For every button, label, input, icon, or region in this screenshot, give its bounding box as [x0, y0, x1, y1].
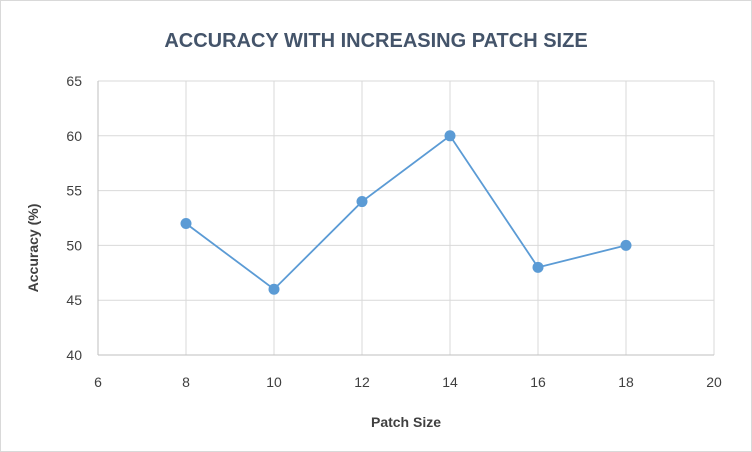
y-tick-label: 60 — [66, 128, 82, 144]
data-series — [180, 130, 632, 295]
y-tick-label: 55 — [66, 183, 82, 199]
data-point — [444, 130, 456, 142]
x-tick-label: 12 — [354, 374, 370, 390]
data-point — [532, 261, 544, 273]
gridlines — [98, 80, 715, 355]
chart-title: ACCURACY WITH INCREASING PATCH SIZE — [164, 30, 587, 52]
data-point — [180, 217, 192, 229]
tick-labels: 40 45 50 55 60 65 6 8 10 12 14 16 18 20 — [66, 73, 722, 390]
y-tick-label: 40 — [66, 347, 82, 363]
x-tick-label: 10 — [266, 374, 282, 390]
axes — [97, 81, 714, 356]
y-tick-label: 45 — [66, 292, 82, 308]
x-tick-label: 6 — [94, 374, 102, 390]
x-tick-label: 16 — [530, 374, 546, 390]
y-axis-title: Accuracy (%) — [25, 204, 41, 293]
series-line — [185, 134, 627, 291]
data-point — [356, 196, 368, 208]
data-point — [620, 239, 632, 251]
x-tick-label: 18 — [618, 374, 634, 390]
data-point — [268, 283, 280, 295]
x-tick-label: 20 — [706, 374, 722, 390]
x-axis-title: Patch Size — [371, 414, 441, 430]
y-tick-label: 50 — [66, 237, 82, 253]
y-tick-label: 65 — [66, 73, 82, 89]
x-tick-label: 8 — [182, 374, 190, 390]
x-tick-label: 14 — [442, 374, 458, 390]
